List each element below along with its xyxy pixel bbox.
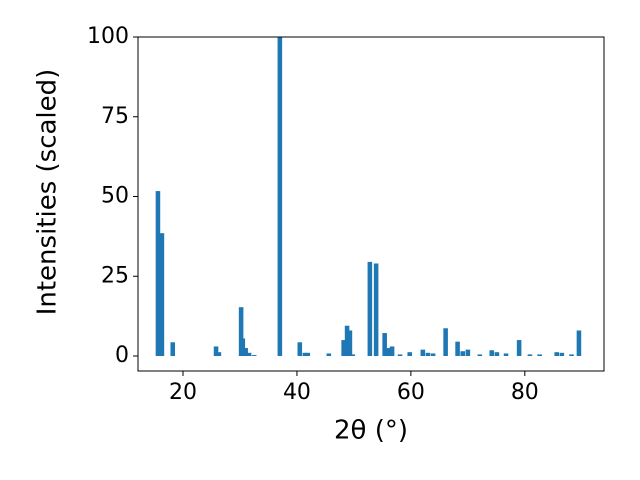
bar [430,353,436,357]
bar [373,263,379,357]
bar [216,352,222,357]
y-tick-label: 0 [115,343,129,368]
bar [246,352,252,357]
y-tick-label: 75 [101,104,129,129]
y-tick-label: 50 [101,184,129,209]
y-tick-label: 100 [87,24,129,49]
x-tick-label: 60 [397,380,425,405]
bar [240,338,246,357]
x-tick-label: 80 [511,380,539,405]
y-axis-label: Intensities (scaled) [33,69,63,316]
bar [344,325,350,357]
bar [347,330,353,357]
plot-frame [137,36,605,372]
bar [243,348,248,357]
bar [465,349,471,357]
bar [420,349,426,357]
bar [460,351,465,357]
bar [170,342,176,357]
bar [302,352,308,357]
bar [238,307,244,357]
bar [297,342,303,357]
bar [382,333,387,357]
bar [443,328,448,357]
bar [477,354,483,357]
y-tick-label: 25 [101,263,129,288]
bar [159,233,165,357]
x-tick-label: 40 [283,380,311,405]
bar [389,346,395,357]
bar [569,354,574,357]
bar [425,352,431,357]
bar [326,353,332,357]
bar [527,354,533,357]
bar [305,352,311,357]
bar [503,353,509,357]
bar [385,348,391,357]
bar [489,350,495,357]
bar [407,352,413,357]
bar [455,341,460,357]
x-tick-label: 20 [169,380,197,405]
bar [494,352,500,357]
bar [251,355,257,357]
bar [576,330,582,357]
bar [350,354,356,357]
bar [516,340,522,357]
bar [155,191,161,357]
bar [277,37,283,357]
bar [397,354,403,357]
bar [537,354,542,357]
bar [367,261,373,357]
bar [554,352,559,357]
bar [559,352,565,357]
bar [213,346,219,357]
bar [341,340,346,357]
x-axis-label: 2θ (°) [334,416,408,446]
